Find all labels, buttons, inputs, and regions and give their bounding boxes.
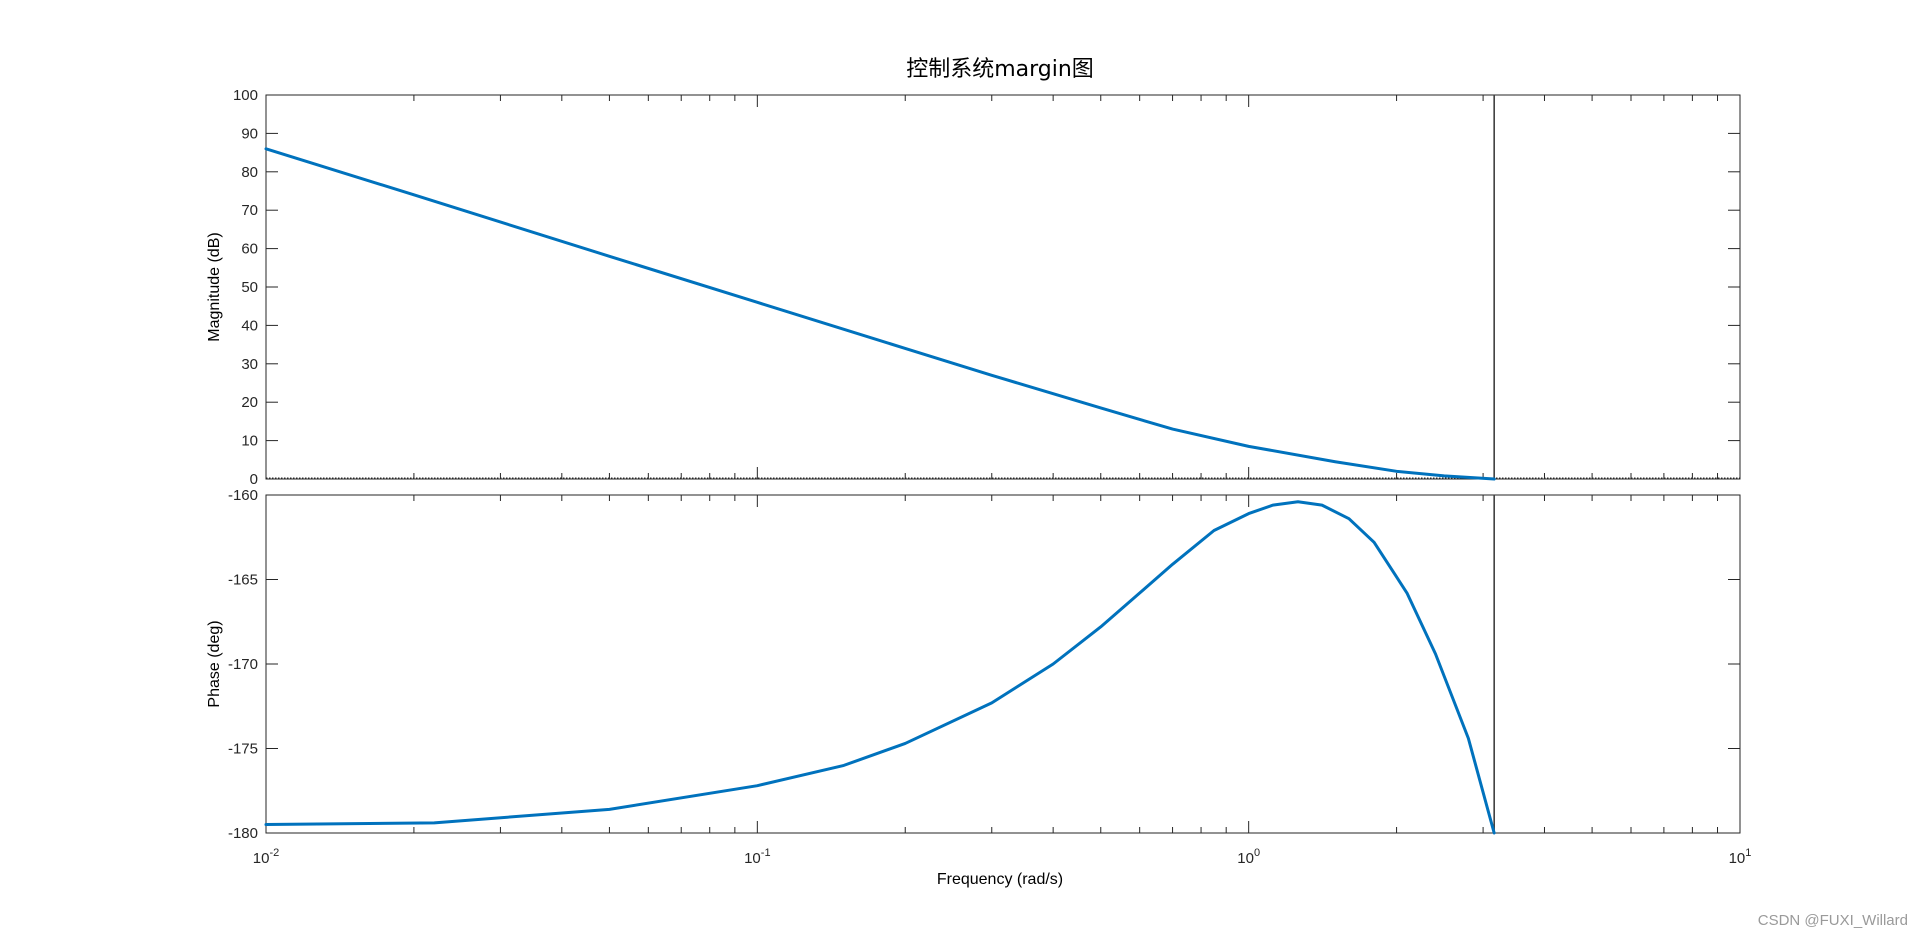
magnitude-y-tick-label: 100 bbox=[233, 87, 258, 104]
x-tick-label: 100 bbox=[1237, 847, 1260, 867]
magnitude-y-tick-label: 30 bbox=[241, 356, 258, 373]
x-tick-exponent: -1 bbox=[761, 847, 771, 859]
x-tick-base: 10 bbox=[1729, 850, 1746, 867]
magnitude-y-axis-label: Magnitude (dB) bbox=[206, 232, 223, 341]
magnitude-y-tick-label: 60 bbox=[241, 241, 258, 258]
x-tick-exponent: 0 bbox=[1254, 847, 1260, 859]
phase-y-tick-label: -175 bbox=[228, 741, 258, 758]
magnitude-y-tick-label: 80 bbox=[241, 164, 258, 181]
magnitude-y-tick-label: 20 bbox=[241, 394, 258, 411]
x-tick-label: 10-1 bbox=[744, 847, 770, 867]
phase-y-tick-label: -165 bbox=[228, 572, 258, 589]
magnitude-y-tick-label: 10 bbox=[241, 433, 258, 450]
magnitude-series-line bbox=[264, 147, 1496, 481]
magnitude-panel: 0 10 20 30 40 50 60 70 80 90 100 Magnitude (dB) bbox=[206, 87, 1741, 488]
phase-y-tick-label: -170 bbox=[228, 656, 258, 673]
magnitude-y-tick-label: 70 bbox=[241, 202, 258, 219]
magnitude-y-tick-label: 40 bbox=[241, 317, 258, 334]
x-tick-labels: 10-2 10-1 100 101 bbox=[253, 847, 1752, 867]
x-tick-base: 10 bbox=[1237, 850, 1254, 867]
phase-series-line bbox=[264, 500, 1496, 835]
phase-panel: -180 -175 -170 -165 -160 Phase (deg) bbox=[206, 487, 1741, 842]
x-tick-label: 101 bbox=[1729, 847, 1752, 867]
magnitude-y-tick-label: 90 bbox=[241, 125, 258, 142]
watermark: CSDN @FUXI_Willard bbox=[1757, 912, 1908, 929]
x-axis-label: Frequency (rad/s) bbox=[937, 871, 1063, 888]
x-tick-label: 10-2 bbox=[253, 847, 279, 867]
phase-y-axis-label: Phase (deg) bbox=[206, 620, 223, 707]
magnitude-y-tick-label: 50 bbox=[241, 279, 258, 296]
chart-title: 控制系统margin图 bbox=[906, 57, 1094, 82]
x-tick-exponent: 1 bbox=[1745, 847, 1751, 859]
x-tick-exponent: -2 bbox=[269, 847, 279, 859]
x-tick-base: 10 bbox=[744, 850, 761, 867]
magnitude-y-tick-label: 0 bbox=[250, 471, 258, 488]
phase-y-tick-label: -180 bbox=[228, 825, 258, 842]
phase-y-tick-label: -160 bbox=[228, 487, 258, 504]
x-tick-base: 10 bbox=[253, 850, 270, 867]
